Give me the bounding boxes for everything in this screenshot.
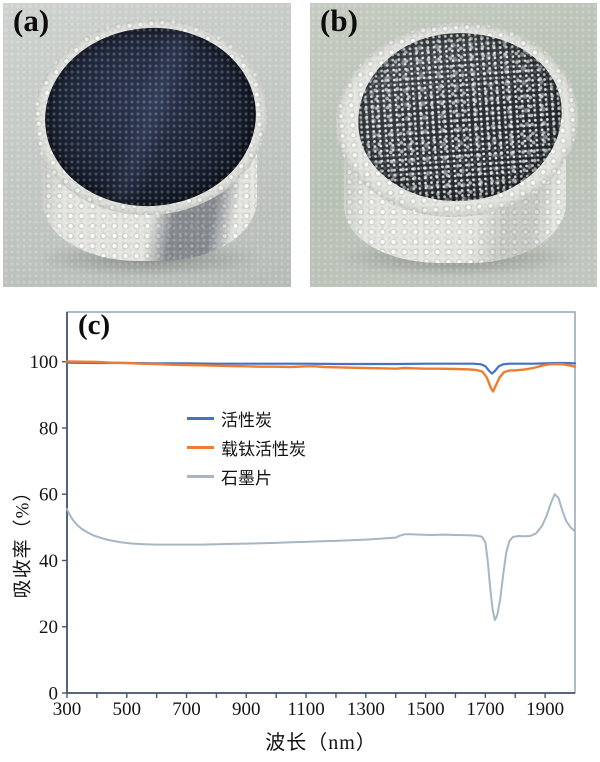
axes (66, 312, 575, 694)
tick-labels: 300 500 700 900 1100 1300 1500 1700 1900 0 20 40 60 8… (30, 352, 565, 720)
photo-panel-a: (a) (3, 3, 291, 287)
legend-item-2: 载钛活性炭 (187, 437, 306, 459)
legend-swatch (187, 474, 214, 478)
y-tick-label: 20 (39, 617, 58, 638)
plot-border (66, 311, 576, 694)
x-tick-label: 900 (232, 699, 261, 720)
photo-panel-b: (b) (310, 3, 597, 287)
panel-label-c: (c) (78, 309, 111, 341)
legend-item-3: 石墨片 (187, 466, 306, 488)
tick-marks (62, 360, 546, 698)
chart-panel-c: 300 500 700 900 1100 1300 1500 1700 1900 0 20 40 60 8… (0, 295, 600, 762)
absorption-spectra-chart: 300 500 700 900 1100 1300 1500 1700 1900 0 20 40 60 8… (30, 311, 577, 720)
x-axis-title: 波长（nm） (265, 732, 377, 754)
x-tick-label: 1700 (466, 699, 504, 720)
x-tick-label: 1100 (287, 699, 324, 720)
y-tick-label: 100 (30, 352, 59, 373)
x-tick-label: 500 (113, 699, 142, 720)
series-line-1 (65, 361, 577, 375)
panel-label-a: (a) (13, 3, 50, 38)
legend-label: 活性炭 (221, 410, 272, 430)
y-tick-label: 80 (39, 418, 58, 439)
legend-swatch (187, 445, 214, 449)
legend-swatch (187, 416, 214, 420)
legend-item-1: 活性炭 (187, 408, 306, 430)
y-tick-label: 0 (49, 683, 59, 704)
series-line-3 (66, 493, 576, 622)
x-tick-label: 300 (53, 699, 82, 720)
x-tick-label: 1900 (526, 699, 564, 720)
x-tick-label: 700 (172, 699, 201, 720)
x-tick-label: 1500 (407, 699, 445, 720)
legend-label: 载钛活性炭 (221, 439, 306, 459)
chart-legend: 活性炭载钛活性炭石墨片 (187, 408, 306, 495)
y-tick-label: 40 (39, 551, 58, 572)
y-tick-label: 60 (39, 485, 58, 506)
panel-label-b: (b) (320, 3, 358, 38)
x-tick-label: 1300 (347, 699, 385, 720)
series-line-2 (65, 360, 577, 393)
legend-label: 石墨片 (221, 468, 272, 488)
y-axis-title: 吸收率（%） (12, 481, 34, 599)
